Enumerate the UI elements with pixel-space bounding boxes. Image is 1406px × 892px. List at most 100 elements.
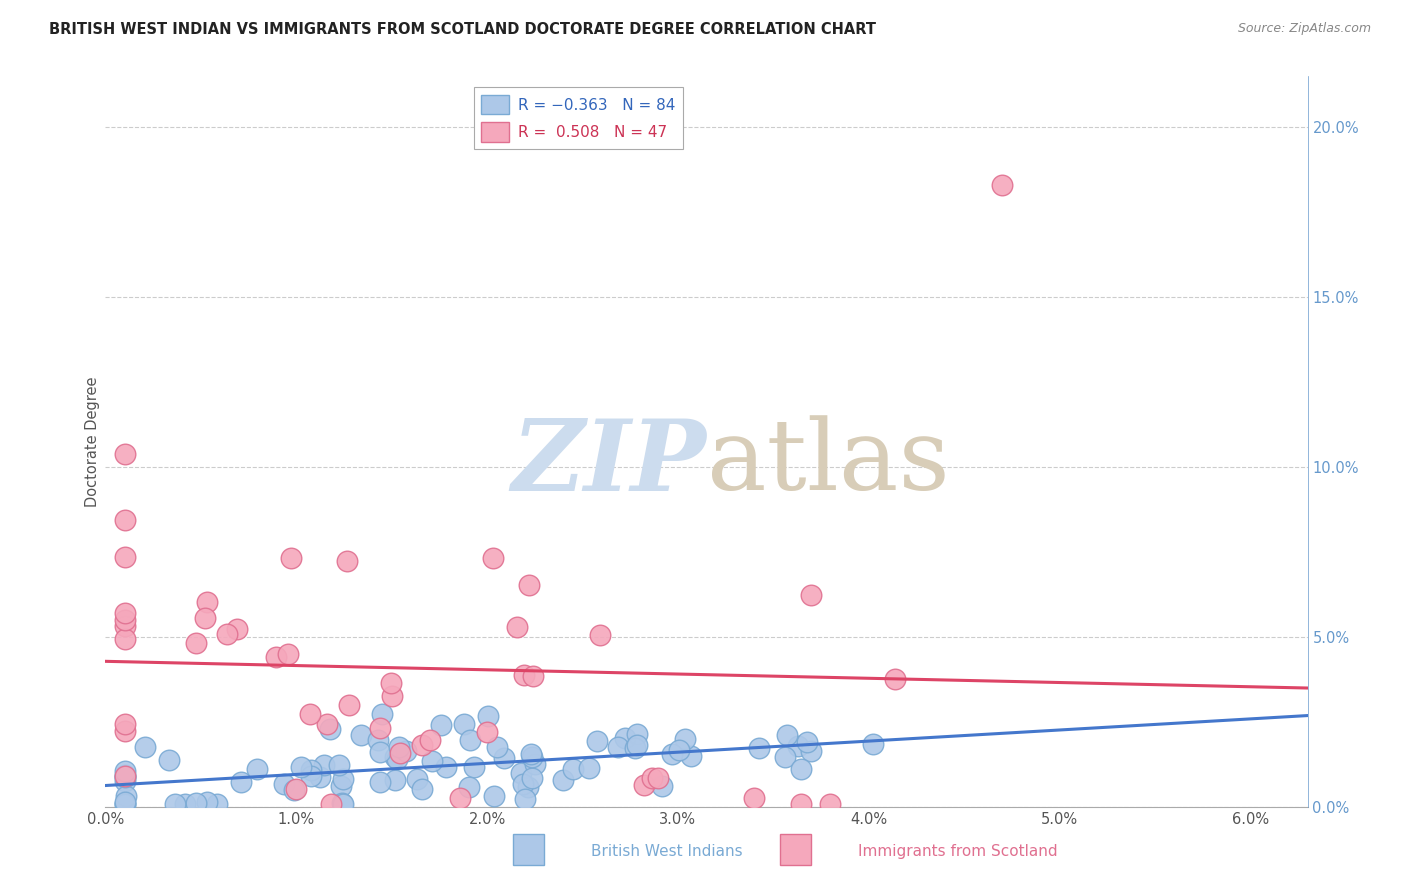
Point bbox=[520, 772, 543, 786]
Point bbox=[370, 721, 392, 735]
Point bbox=[330, 779, 353, 793]
Point bbox=[522, 669, 544, 683]
Point bbox=[277, 648, 299, 662]
Point bbox=[163, 797, 186, 811]
Point bbox=[370, 745, 392, 759]
Point bbox=[114, 614, 136, 628]
Point bbox=[157, 753, 180, 767]
Point bbox=[434, 760, 457, 774]
Point bbox=[229, 775, 252, 789]
Point bbox=[114, 769, 136, 783]
Point bbox=[336, 554, 359, 568]
Point bbox=[299, 764, 322, 778]
Point bbox=[134, 739, 156, 754]
Point bbox=[818, 797, 841, 811]
Point bbox=[195, 795, 218, 809]
Point bbox=[321, 797, 343, 811]
Point bbox=[387, 752, 409, 766]
Point bbox=[429, 718, 451, 732]
Point bbox=[589, 628, 612, 642]
Point bbox=[494, 751, 516, 765]
Point bbox=[517, 577, 540, 591]
Point bbox=[114, 723, 136, 738]
Point bbox=[523, 756, 546, 771]
Point bbox=[298, 707, 321, 722]
Point bbox=[314, 758, 336, 772]
Point bbox=[485, 740, 508, 755]
Point bbox=[114, 797, 136, 811]
Point bbox=[519, 747, 541, 762]
Point bbox=[332, 772, 354, 786]
Point bbox=[290, 760, 312, 774]
Point bbox=[114, 797, 136, 811]
Point bbox=[319, 722, 342, 736]
Text: BRITISH WEST INDIAN VS IMMIGRANTS FROM SCOTLAND DOCTORATE DEGREE CORRELATION CHA: BRITISH WEST INDIAN VS IMMIGRANTS FROM S… bbox=[49, 22, 876, 37]
Point bbox=[114, 774, 136, 789]
Point bbox=[411, 782, 433, 797]
Point bbox=[477, 709, 499, 723]
Point bbox=[114, 550, 136, 565]
Point bbox=[114, 770, 136, 784]
Point bbox=[315, 717, 337, 731]
Point bbox=[184, 797, 207, 811]
Text: Immigrants from Scotland: Immigrants from Scotland bbox=[858, 845, 1057, 859]
Point bbox=[748, 741, 770, 756]
Point bbox=[790, 762, 813, 776]
Point bbox=[330, 796, 353, 810]
Point bbox=[197, 595, 219, 609]
Point bbox=[264, 650, 287, 665]
Point bbox=[371, 707, 394, 722]
Point bbox=[114, 717, 136, 731]
Point bbox=[633, 778, 655, 792]
Point bbox=[506, 619, 529, 633]
Point bbox=[114, 768, 136, 782]
Point bbox=[114, 619, 136, 633]
Point bbox=[668, 743, 690, 757]
Point bbox=[651, 779, 673, 793]
Point bbox=[679, 748, 702, 763]
Point bbox=[458, 733, 481, 747]
Point bbox=[800, 588, 823, 602]
Point bbox=[381, 690, 404, 704]
Point bbox=[661, 747, 683, 761]
Point bbox=[586, 733, 609, 747]
Point bbox=[114, 632, 136, 646]
Point bbox=[388, 739, 411, 754]
Point bbox=[114, 447, 136, 461]
Point bbox=[273, 777, 295, 791]
Point bbox=[283, 782, 305, 797]
Legend: R = −0.363   N = 84, R =  0.508   N = 47: R = −0.363 N = 84, R = 0.508 N = 47 bbox=[474, 87, 683, 149]
Point bbox=[509, 766, 531, 780]
Point bbox=[388, 746, 411, 760]
Point bbox=[463, 760, 485, 774]
Point bbox=[482, 789, 505, 803]
Point bbox=[384, 750, 406, 764]
Point bbox=[114, 770, 136, 784]
Point bbox=[453, 717, 475, 731]
Point bbox=[799, 744, 821, 758]
Point bbox=[790, 797, 813, 811]
Point bbox=[395, 744, 418, 758]
Text: Source: ZipAtlas.com: Source: ZipAtlas.com bbox=[1237, 22, 1371, 36]
Point bbox=[513, 792, 536, 806]
Point bbox=[419, 732, 441, 747]
Point bbox=[309, 770, 332, 784]
Point bbox=[647, 771, 669, 785]
Point bbox=[114, 795, 136, 809]
Point bbox=[449, 790, 471, 805]
Point bbox=[114, 789, 136, 804]
Point bbox=[786, 739, 808, 753]
Point bbox=[516, 780, 538, 794]
Point bbox=[578, 761, 600, 775]
Y-axis label: Doctorate Degree: Doctorate Degree bbox=[84, 376, 100, 507]
Point bbox=[367, 733, 389, 747]
Point bbox=[551, 773, 574, 788]
Point bbox=[626, 738, 648, 752]
Point bbox=[422, 755, 444, 769]
Point bbox=[380, 676, 402, 690]
Point bbox=[174, 797, 197, 811]
Text: ZIP: ZIP bbox=[512, 416, 707, 512]
Point bbox=[225, 622, 247, 636]
Point bbox=[368, 774, 391, 789]
Text: atlas: atlas bbox=[707, 416, 949, 511]
